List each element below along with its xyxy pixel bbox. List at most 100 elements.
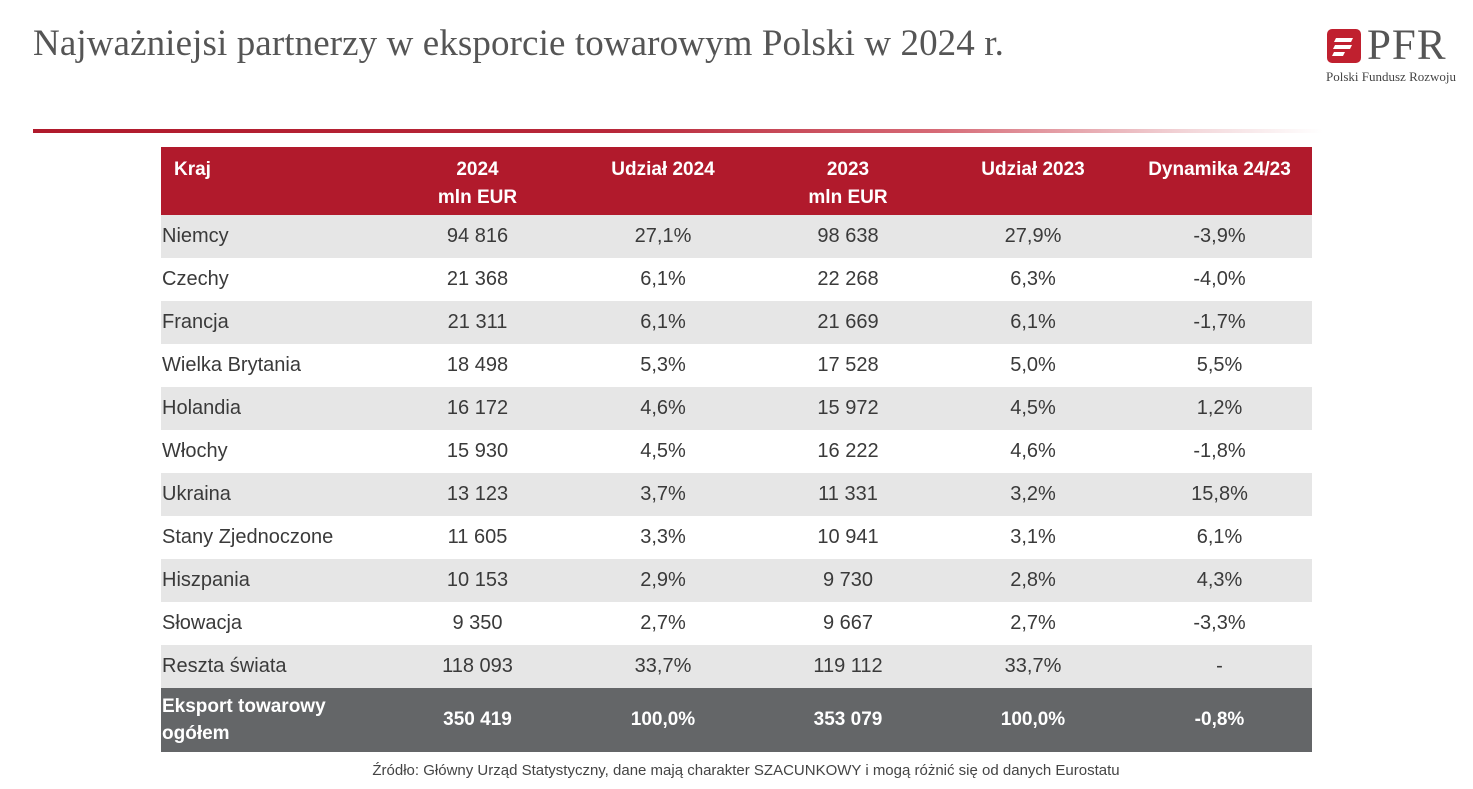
country-cell: Hiszpania	[162, 569, 250, 591]
country-cell: Czechy	[162, 268, 229, 290]
share-2023-cell: 3,1%	[1010, 526, 1056, 548]
share-2023-cell: 4,6%	[1010, 440, 1056, 462]
value-2024-cell: 21 311	[447, 311, 508, 333]
share-2024-cell: 4,6%	[640, 397, 686, 419]
table-header-row: Kraj 2024 mln EUR Udział 2024 2023 mln E…	[161, 147, 1312, 215]
share-2024-cell: 27,1%	[634, 225, 692, 247]
share-2023-cell: 5,0%	[1010, 354, 1056, 376]
header-label: Udział 2024	[611, 159, 715, 180]
share-2024-cell: 5,3%	[640, 354, 686, 376]
value-2023-cell: 9 667	[822, 612, 874, 634]
country-cell: Niemcy	[162, 225, 229, 247]
header-unit: mln EUR	[808, 187, 888, 208]
header-cell-2024: 2024 mln EUR	[386, 147, 569, 212]
total-dynamics: -0,8%	[1194, 709, 1245, 730]
share-2024-cell: 6,1%	[640, 268, 686, 290]
total-label-cell: Eksport towarowy ogółem	[161, 693, 386, 747]
dynamics-cell: 4,3%	[1196, 569, 1243, 591]
value-2024-cell: 11 605	[447, 526, 508, 548]
value-2023-cell: 16 222	[817, 440, 879, 462]
share-2024-cell: 2,9%	[640, 569, 686, 591]
value-2023-cell: 11 331	[818, 483, 878, 505]
share-2024-cell: 3,7%	[640, 483, 686, 505]
value-2023-cell: 15 972	[817, 397, 879, 419]
table-row: Hiszpania 10 153 2,9% 9 730 2,8% 4,3%	[161, 559, 1312, 602]
header-cell-share-2024: Udział 2024	[569, 147, 757, 184]
value-2024-cell: 9 350	[452, 612, 503, 634]
source-footnote: Źródło: Główny Urząd Statystyczny, dane …	[372, 762, 1120, 779]
table-row: Francja 21 311 6,1% 21 669 6,1% -1,7%	[161, 301, 1312, 344]
value-2024-cell: 15 930	[446, 440, 509, 462]
title-divider	[33, 129, 1323, 133]
header-label: 2024	[456, 159, 499, 180]
share-2023-cell: 6,1%	[1010, 311, 1056, 333]
share-2024-cell: 2,7%	[640, 612, 686, 634]
value-2024-cell: 21 368	[446, 268, 509, 290]
value-2024-cell: 18 498	[446, 354, 509, 376]
table-row: Czechy 21 368 6,1% 22 268 6,3% -4,0%	[161, 258, 1312, 301]
share-2023-cell: 2,8%	[1010, 569, 1056, 591]
table-row: Wielka Brytania 18 498 5,3% 17 528 5,0% 5,5%	[161, 344, 1312, 387]
share-2023-cell: 4,5%	[1010, 397, 1056, 419]
header-cell-share-2023: Udział 2023	[939, 147, 1127, 184]
total-share-2024: 100,0%	[630, 709, 696, 730]
dynamics-cell: -4,0%	[1193, 268, 1246, 290]
header-label: Dynamika 24/23	[1148, 159, 1291, 180]
country-cell: Włochy	[162, 440, 228, 462]
value-2023-cell: 10 941	[817, 526, 879, 548]
export-partners-table: Kraj 2024 mln EUR Udział 2024 2023 mln E…	[161, 147, 1312, 752]
share-2023-cell: 33,7%	[1004, 655, 1062, 677]
country-cell: Stany Zjednoczone	[162, 526, 334, 548]
header-cell-country: Kraj	[161, 147, 386, 184]
logo-subtitle: Polski Fundusz Rozwoju	[1326, 69, 1457, 84]
value-2024-cell: 94 816	[446, 225, 509, 247]
country-cell: Ukraina	[162, 483, 231, 505]
value-2024-cell: 118 093	[442, 655, 513, 677]
country-cell: Słowacja	[162, 612, 243, 634]
share-2024-cell: 3,3%	[640, 526, 686, 548]
share-2024-cell: 6,1%	[640, 311, 686, 333]
total-share-2023: 100,0%	[1000, 709, 1066, 730]
total-value-2024: 350 419	[443, 709, 512, 730]
table-row: Włochy 15 930 4,5% 16 222 4,6% -1,8%	[161, 430, 1312, 473]
dynamics-cell: 15,8%	[1191, 483, 1248, 505]
share-2024-cell: 33,7%	[634, 655, 692, 677]
dynamics-cell: -	[1216, 655, 1223, 677]
table-total-row: Eksport towarowy ogółem 350 419 100,0% 3…	[161, 688, 1312, 752]
dynamics-cell: 1,2%	[1196, 397, 1243, 419]
total-value-2023: 353 079	[813, 709, 883, 730]
dynamics-cell: 6,1%	[1196, 526, 1243, 548]
share-2023-cell: 3,2%	[1010, 483, 1056, 505]
dynamics-cell: -3,9%	[1193, 225, 1246, 247]
header-cell-dynamics: Dynamika 24/23	[1127, 147, 1312, 184]
country-cell: Reszta świata	[162, 655, 287, 677]
share-2023-cell: 27,9%	[1004, 225, 1062, 247]
header-label: 2023	[826, 159, 870, 180]
table-row: Reszta świata 118 093 33,7% 119 112 33,7% -	[161, 645, 1312, 688]
header-label: Udział 2023	[981, 159, 1085, 180]
total-label: ogółem	[162, 723, 230, 744]
country-cell: Francja	[162, 311, 229, 333]
value-2023-cell: 17 528	[817, 354, 879, 376]
country-cell: Wielka Brytania	[162, 354, 301, 376]
table-row: Stany Zjednoczone 11 605 3,3% 10 941 3,1% 6,1…	[161, 516, 1312, 559]
dynamics-cell: -3,3%	[1193, 612, 1246, 634]
dynamics-cell: -1,8%	[1193, 440, 1246, 462]
total-label: Eksport towarowy	[162, 696, 326, 717]
value-2024-cell: 10 153	[446, 569, 509, 591]
dynamics-cell: -1,7%	[1193, 311, 1246, 333]
value-2023-cell: 22 268	[817, 268, 879, 290]
header-label: Kraj	[174, 159, 211, 180]
table-row: Niemcy 94 816 27,1% 98 638 27,9% -3,9%	[161, 215, 1312, 258]
value-2023-cell: 9 730	[822, 569, 874, 591]
table-row: Ukraina 13 123 3,7% 11 331 3,2% 15,8%	[161, 473, 1312, 516]
logo-wordmark: PFR	[1367, 22, 1447, 69]
table-body: Niemcy 94 816 27,1% 98 638 27,9% -3,9% Czechy 2…	[161, 215, 1312, 688]
header-unit: mln EUR	[437, 187, 518, 208]
header-cell-2023: 2023 mln EUR	[757, 147, 939, 212]
dynamics-cell: 5,5%	[1196, 354, 1243, 376]
country-cell: Holandia	[162, 397, 241, 419]
pfr-logo: PFR Polski Fundusz Rozwoju	[1326, 22, 1471, 92]
table-row: Holandia 16 172 4,6% 15 972 4,5% 1,2%	[161, 387, 1312, 430]
value-2024-cell: 16 172	[446, 397, 509, 419]
